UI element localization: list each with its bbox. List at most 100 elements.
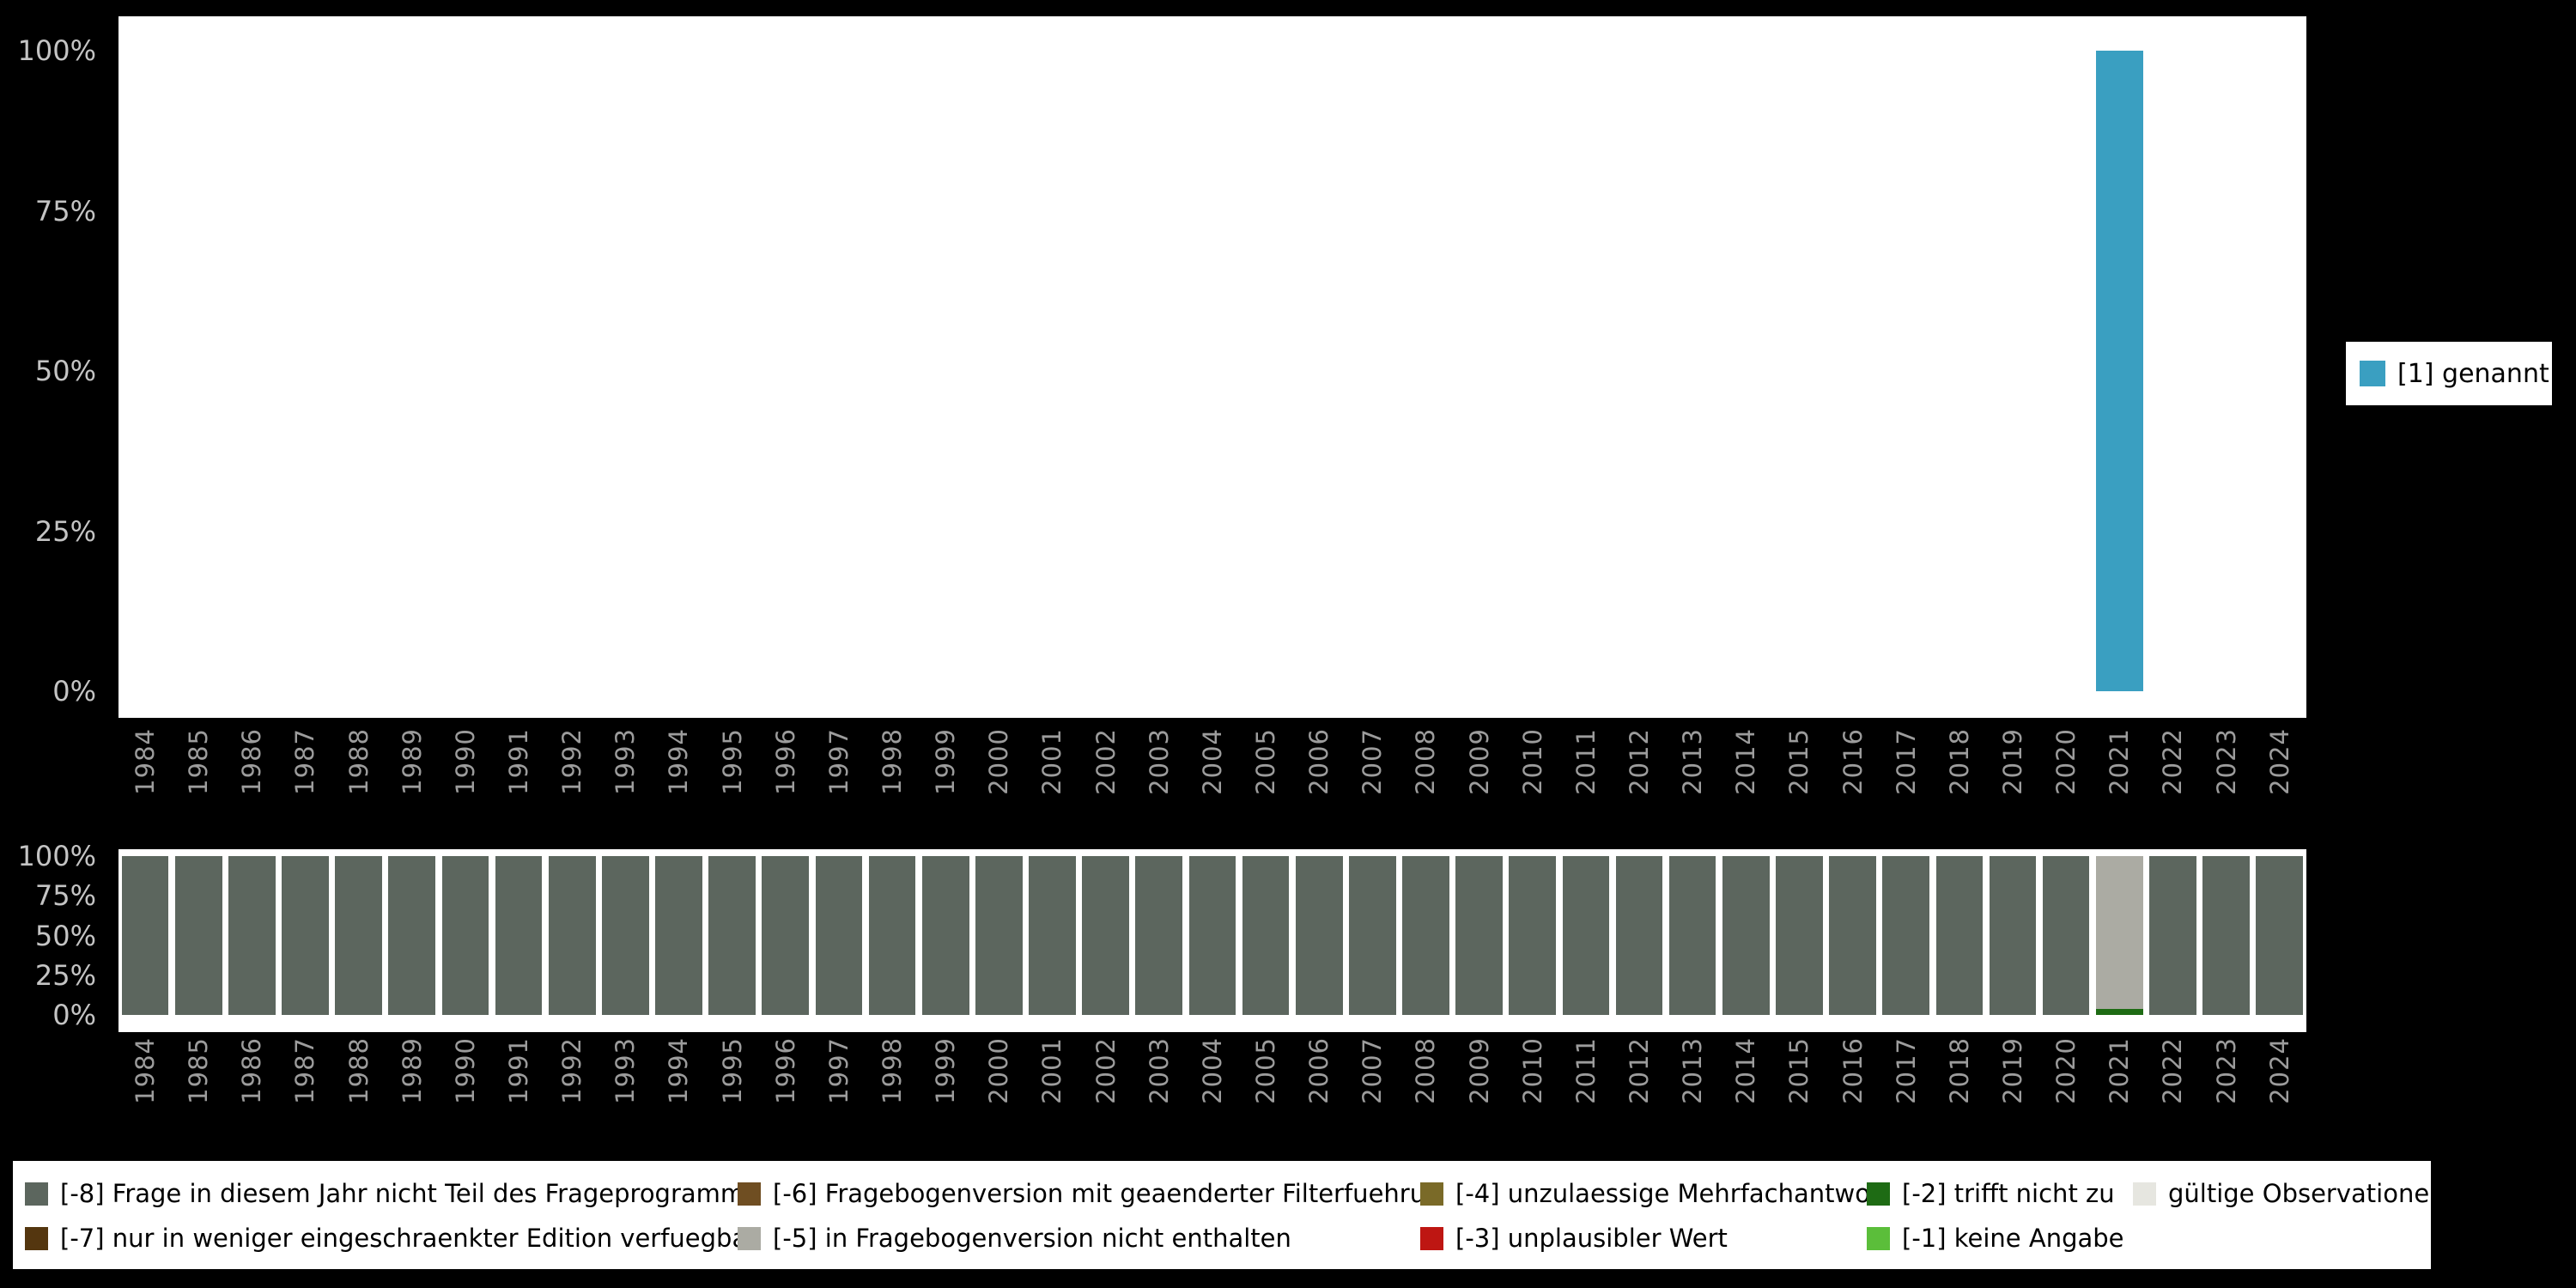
x-tick-label-2012: 2012	[1625, 728, 1654, 795]
x-tick-label-1988: 1988	[344, 728, 374, 795]
x-tick-slot-2013: 2013	[1666, 728, 1719, 829]
x-tick-slot-2019: 2019	[1986, 728, 2039, 829]
strip-bar-slot-1998	[866, 856, 919, 1015]
strip-bar-slot-2003	[1133, 856, 1186, 1015]
strip-bar-slot-2005	[1239, 856, 1292, 1015]
strip-bar-slot-2011	[1559, 856, 1613, 1015]
top-bar-slot-1987	[278, 51, 331, 691]
legend-item--5: [-5] in Fragebogenversion nicht enthalte…	[738, 1224, 1420, 1253]
top-bar-slot-1998	[866, 51, 919, 691]
x-tick-slot-1987: 1987	[278, 728, 331, 829]
legend-label--4: [-4] unzulaessige Mehrfachantwort	[1455, 1179, 1867, 1208]
x-tick-slot-2002: 2002	[1079, 1037, 1133, 1139]
x-tick-slot-1990: 1990	[439, 728, 492, 829]
x-tick-label-1990: 1990	[451, 728, 480, 795]
y-tick-label-75%: 75%	[35, 195, 96, 228]
x-tick-label-1998: 1998	[878, 1037, 907, 1104]
x-tick-slot-2012: 2012	[1613, 1037, 1666, 1139]
top-bar-slot-1993	[598, 51, 652, 691]
legend-label-valid: gültige Observationen	[2168, 1179, 2431, 1208]
x-tick-slot-1994: 1994	[652, 728, 705, 829]
x-tick-label-2021: 2021	[2105, 1037, 2134, 1104]
x-tick-slot-2015: 2015	[1772, 1037, 1826, 1139]
x-tick-slot-2020: 2020	[2039, 1037, 2093, 1139]
x-tick-slot-2022: 2022	[2146, 728, 2199, 829]
x-tick-label-2023: 2023	[2212, 1037, 2241, 1104]
strip-segment-2017-code-8	[1882, 856, 1929, 1015]
top-bar-slot-2024	[2253, 51, 2306, 691]
x-tick-label-2013: 2013	[1678, 728, 1707, 795]
x-tick-label-1985: 1985	[184, 1037, 213, 1104]
top-bar-slot-2001	[1025, 51, 1078, 691]
x-tick-label-1996: 1996	[771, 1037, 800, 1104]
x-tick-label-1991: 1991	[504, 728, 533, 795]
x-tick-slot-2015: 2015	[1772, 728, 1826, 829]
top-bar-slot-2012	[1613, 51, 1666, 691]
x-tick-label-1986: 1986	[237, 1037, 266, 1104]
strip-bar-slot-2021	[2093, 856, 2146, 1015]
x-tick-label-1996: 1996	[771, 728, 800, 795]
x-tick-label-1992: 1992	[557, 1037, 586, 1104]
x-tick-label-2015: 2015	[1784, 728, 1814, 795]
x-tick-slot-2023: 2023	[2199, 1037, 2252, 1139]
top-bar-slot-1994	[652, 51, 705, 691]
x-tick-slot-2006: 2006	[1292, 728, 1346, 829]
strip-bar-slot-2023	[2199, 856, 2252, 1015]
x-tick-slot-2010: 2010	[1506, 1037, 1559, 1139]
top-bar-slot-1995	[706, 51, 759, 691]
strip-segment-2010-code-8	[1509, 856, 1556, 1015]
strip-bar-slot-2002	[1079, 856, 1133, 1015]
x-tick-label-2013: 2013	[1678, 1037, 1707, 1104]
top-bar-slot-2005	[1239, 51, 1292, 691]
x-tick-slot-1986: 1986	[225, 728, 278, 829]
top-bar-slot-2009	[1453, 51, 1506, 691]
x-tick-label-2006: 2006	[1304, 728, 1334, 795]
top-plot	[118, 51, 2306, 691]
strip-segment-1991-code-8	[495, 856, 543, 1015]
y-tick-label-50%: 50%	[35, 920, 96, 952]
strip-bar-slot-1995	[706, 856, 759, 1015]
strip-segment-2012-code-8	[1616, 856, 1663, 1015]
strip-segment-2011-code-8	[1563, 856, 1610, 1015]
x-tick-label-2016: 2016	[1838, 1037, 1868, 1104]
strip-segment-1999-code-8	[922, 856, 969, 1015]
x-tick-slot-1987: 1987	[278, 1037, 331, 1139]
strip-segment-2023-code-8	[2202, 856, 2250, 1015]
strip-bar-slot-1986	[225, 856, 278, 1015]
x-tick-slot-1988: 1988	[332, 728, 386, 829]
x-tick-label-2023: 2023	[2212, 728, 2241, 795]
x-tick-slot-2017: 2017	[1880, 1037, 1933, 1139]
x-tick-slot-2023: 2023	[2199, 728, 2252, 829]
legend-swatch--8	[25, 1182, 48, 1206]
x-tick-label-2022: 2022	[2158, 728, 2187, 795]
x-tick-slot-1991: 1991	[492, 1037, 545, 1139]
top-bar-slot-2008	[1399, 51, 1452, 691]
x-tick-label-2010: 2010	[1518, 728, 1547, 795]
top-x-axis: 1984198519861987198819891990199119921993…	[118, 728, 2306, 829]
strip-bar-slot-1984	[118, 856, 172, 1015]
strip-bar-slot-2006	[1292, 856, 1346, 1015]
x-tick-slot-2009: 2009	[1453, 1037, 1506, 1139]
x-tick-slot-1998: 1998	[866, 728, 919, 829]
strip-bar-slot-2000	[972, 856, 1025, 1015]
strip-segment-1989-code-8	[388, 856, 435, 1015]
x-tick-label-2009: 2009	[1465, 728, 1494, 795]
strip-segment-1994-code-8	[655, 856, 702, 1015]
strip-bar-slot-1987	[278, 856, 331, 1015]
x-tick-label-2003: 2003	[1145, 728, 1174, 795]
x-tick-slot-2002: 2002	[1079, 728, 1133, 829]
strip-segment-1995-code-8	[708, 856, 756, 1015]
strip-segment-2020-code-8	[2043, 856, 2090, 1015]
x-tick-slot-1999: 1999	[919, 1037, 972, 1139]
strip-bar-slot-2019	[1986, 856, 2039, 1015]
legend-item--1: [-1] keine Angabe	[1867, 1224, 2133, 1253]
strip-bar-slot-2018	[1933, 856, 1986, 1015]
strip-bar-slot-1996	[759, 856, 812, 1015]
strip-segment-1990-code-8	[442, 856, 489, 1015]
x-tick-slot-1995: 1995	[706, 728, 759, 829]
x-tick-slot-1995: 1995	[706, 1037, 759, 1139]
strip-segment-2000-code-8	[975, 856, 1023, 1015]
x-tick-label-1993: 1993	[611, 728, 640, 795]
legend-swatch--1	[1867, 1227, 1890, 1250]
x-tick-slot-2014: 2014	[1719, 1037, 1772, 1139]
